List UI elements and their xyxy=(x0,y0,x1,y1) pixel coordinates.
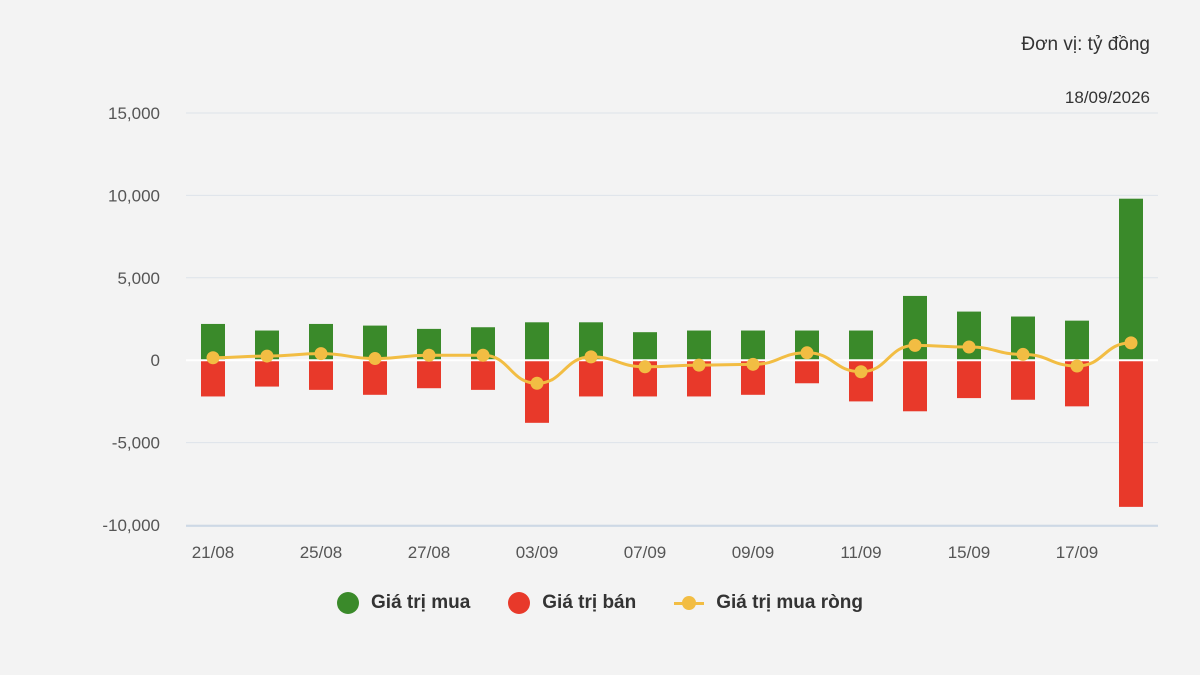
legend-label-net: Giá trị mua ròng xyxy=(716,592,863,613)
net-point xyxy=(584,350,598,364)
date-label: 18/09/2026 xyxy=(1064,88,1150,107)
net-point xyxy=(908,338,922,352)
net-point xyxy=(854,365,868,379)
bar-buy xyxy=(849,330,873,361)
x-tick-label: 27/08 xyxy=(408,543,451,562)
bar-sell xyxy=(309,360,333,390)
x-tick-label: 03/09 xyxy=(516,543,559,562)
legend-label-sell: Giá trị bán xyxy=(542,592,637,613)
net-point xyxy=(1124,336,1138,350)
bar-buy xyxy=(1065,320,1089,361)
legend-item-buy[interactable]: Giá trị mua xyxy=(337,592,470,614)
y-tick-label: 5,000 xyxy=(117,269,160,288)
net-point xyxy=(692,358,706,372)
net-point xyxy=(800,346,814,360)
bar-buy xyxy=(633,332,657,361)
y-tick-label: -10,000 xyxy=(102,516,160,535)
unit-label: Đơn vị: tỷ đồng xyxy=(1021,34,1150,55)
x-tick-label: 11/09 xyxy=(840,543,881,562)
net-point xyxy=(314,347,328,361)
bar-sell xyxy=(471,360,495,390)
legend-item-net[interactable]: Giá trị mua ròng xyxy=(674,592,863,614)
bar-sell xyxy=(417,360,441,389)
bar-sell xyxy=(525,360,549,423)
net-point xyxy=(206,351,220,365)
bar-sell xyxy=(255,360,279,387)
x-tick-label: 21/08 xyxy=(192,543,235,562)
y-tick-label: 15,000 xyxy=(108,104,160,123)
legend-swatch-sell xyxy=(508,592,531,614)
legend-swatch-buy xyxy=(337,592,360,614)
net-point xyxy=(260,349,274,363)
bar-buy xyxy=(687,330,711,361)
legend-swatch-net xyxy=(674,592,705,614)
bar-buy xyxy=(525,322,549,361)
net-point xyxy=(746,357,760,371)
x-tick-label: 25/08 xyxy=(300,543,343,562)
bar-sell xyxy=(363,360,387,395)
legend: Giá trị mua Giá trị bán Giá trị mua ròng xyxy=(0,592,1200,614)
bar-buy xyxy=(741,330,765,361)
bar-sell xyxy=(795,360,819,384)
net-line xyxy=(212,341,1132,385)
x-tick-label: 17/09 xyxy=(1056,543,1099,562)
bar-sell xyxy=(1011,360,1035,400)
net-point xyxy=(638,360,652,374)
net-point xyxy=(962,340,976,354)
bar-sell xyxy=(1119,360,1143,507)
x-tick-label: 07/09 xyxy=(624,543,667,562)
bar-sell xyxy=(579,360,603,397)
legend-item-sell[interactable]: Giá trị bán xyxy=(508,592,636,614)
net-point xyxy=(422,348,436,362)
y-tick-label: -5,000 xyxy=(112,434,160,453)
y-tick-label: 10,000 xyxy=(108,186,160,205)
y-tick-label: 0 xyxy=(151,351,160,370)
x-tick-label: 09/09 xyxy=(732,543,775,562)
bar-sell xyxy=(201,360,225,397)
net-point xyxy=(476,348,490,362)
net-point xyxy=(368,352,382,366)
net-point xyxy=(1016,347,1030,361)
bar-sell xyxy=(957,360,981,399)
net-point xyxy=(1070,359,1084,373)
x-tick-label: 15/09 xyxy=(948,543,991,562)
bar-buy xyxy=(1119,198,1143,361)
net-point xyxy=(530,376,544,390)
bar-sell xyxy=(903,360,927,412)
legend-label-buy: Giá trị mua xyxy=(371,592,471,613)
